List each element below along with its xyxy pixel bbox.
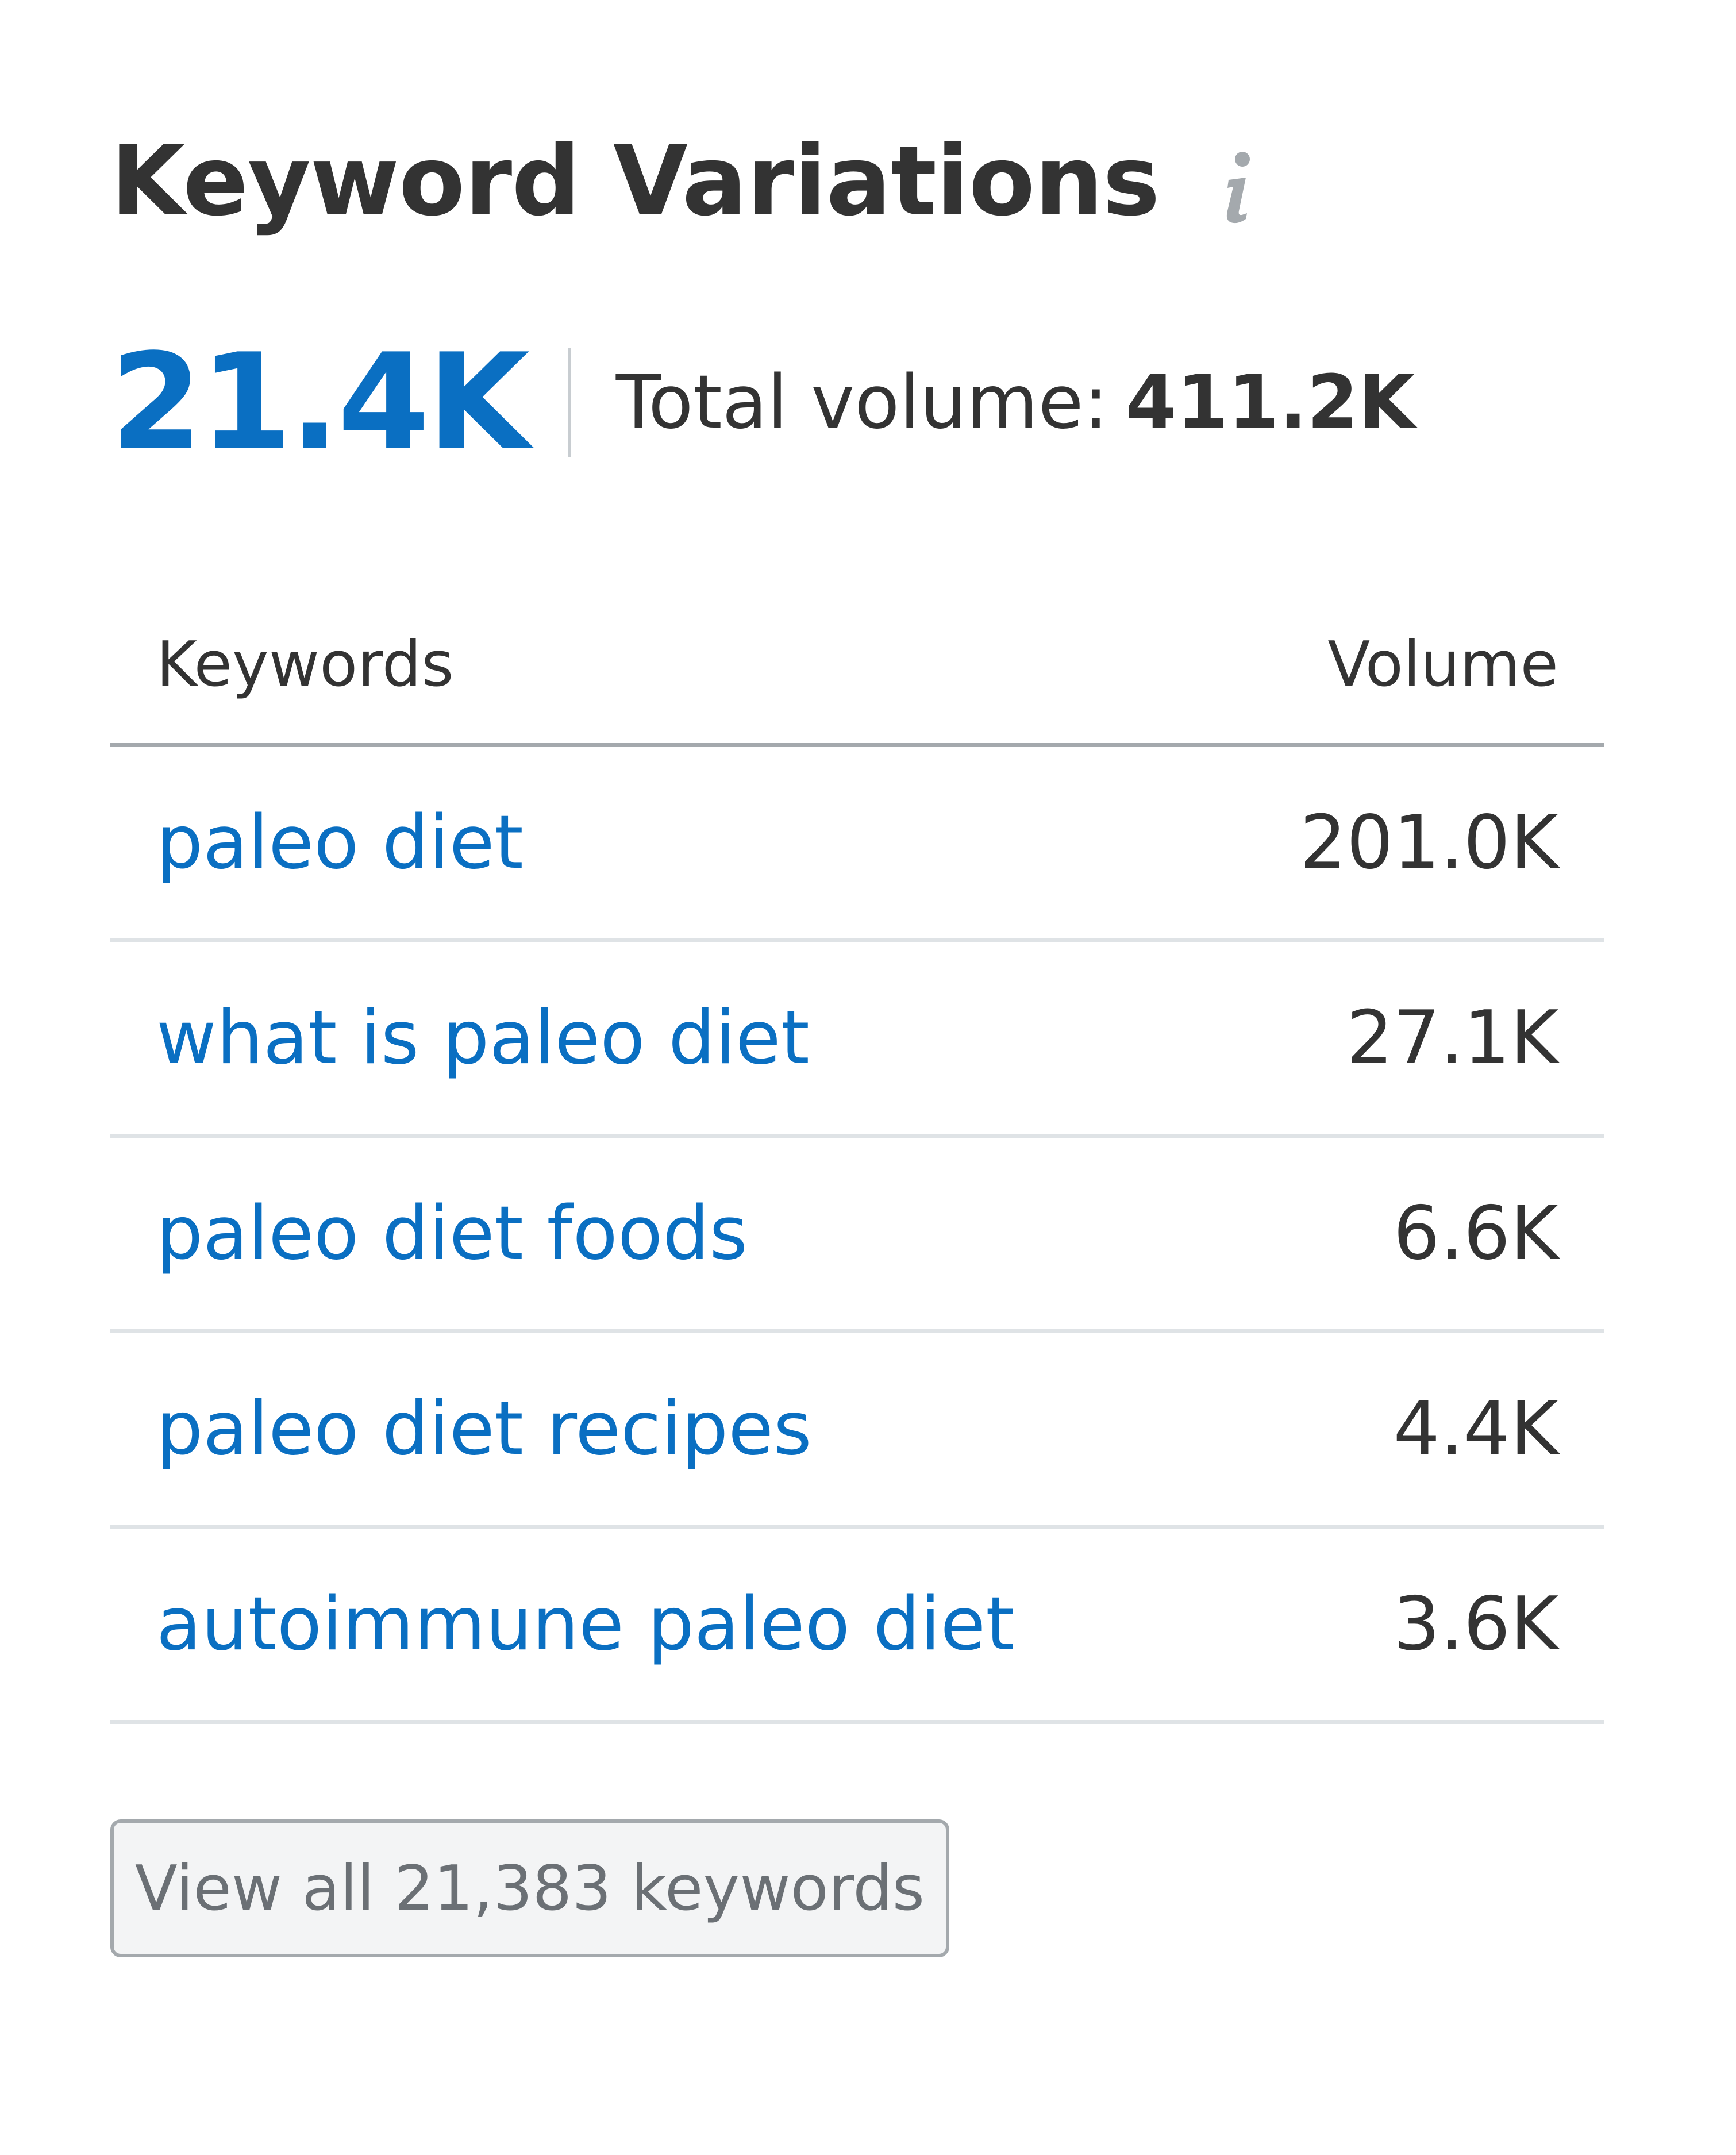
keyword-link[interactable]: autoimmune paleo diet: [156, 1581, 1015, 1667]
keyword-volume: 6.6K: [1393, 1191, 1559, 1276]
column-header-keywords: Keywords: [156, 629, 454, 701]
keywords-table: Keywords Volume paleo diet 201.0K what i…: [110, 586, 1604, 1724]
keyword-volume: 3.6K: [1393, 1581, 1559, 1667]
keyword-link[interactable]: paleo diet foods: [156, 1191, 748, 1276]
table-row: paleo diet recipes 4.4K: [110, 1333, 1604, 1529]
table-row: what is paleo diet 27.1K: [110, 942, 1604, 1138]
table-header: Keywords Volume: [110, 586, 1604, 747]
keyword-link[interactable]: paleo diet: [156, 800, 524, 886]
keyword-volume: 4.4K: [1393, 1386, 1559, 1472]
title-row: Keyword Variations: [110, 124, 1257, 238]
stats-row: 21.4K Total volume: 411.2K: [110, 326, 1415, 479]
keyword-link[interactable]: what is paleo diet: [156, 995, 810, 1081]
table-row: paleo diet foods 6.6K: [110, 1138, 1604, 1333]
table-row: autoimmune paleo diet 3.6K: [110, 1529, 1604, 1724]
keyword-link[interactable]: paleo diet recipes: [156, 1386, 812, 1472]
total-volume-value: 411.2K: [1125, 359, 1415, 445]
info-icon[interactable]: [1217, 147, 1257, 227]
view-all-keywords-button[interactable]: View all 21,383 keywords: [110, 1819, 949, 1957]
column-header-volume: Volume: [1327, 629, 1558, 701]
table-row: paleo diet 201.0K: [110, 747, 1604, 942]
widget-title: Keyword Variations: [110, 125, 1160, 237]
total-volume-label: Total volume:: [615, 359, 1108, 445]
keyword-volume: 27.1K: [1346, 995, 1558, 1081]
keyword-volume: 201.0K: [1299, 800, 1558, 886]
stats-divider: [567, 348, 571, 457]
keyword-count: 21.4K: [110, 325, 530, 479]
